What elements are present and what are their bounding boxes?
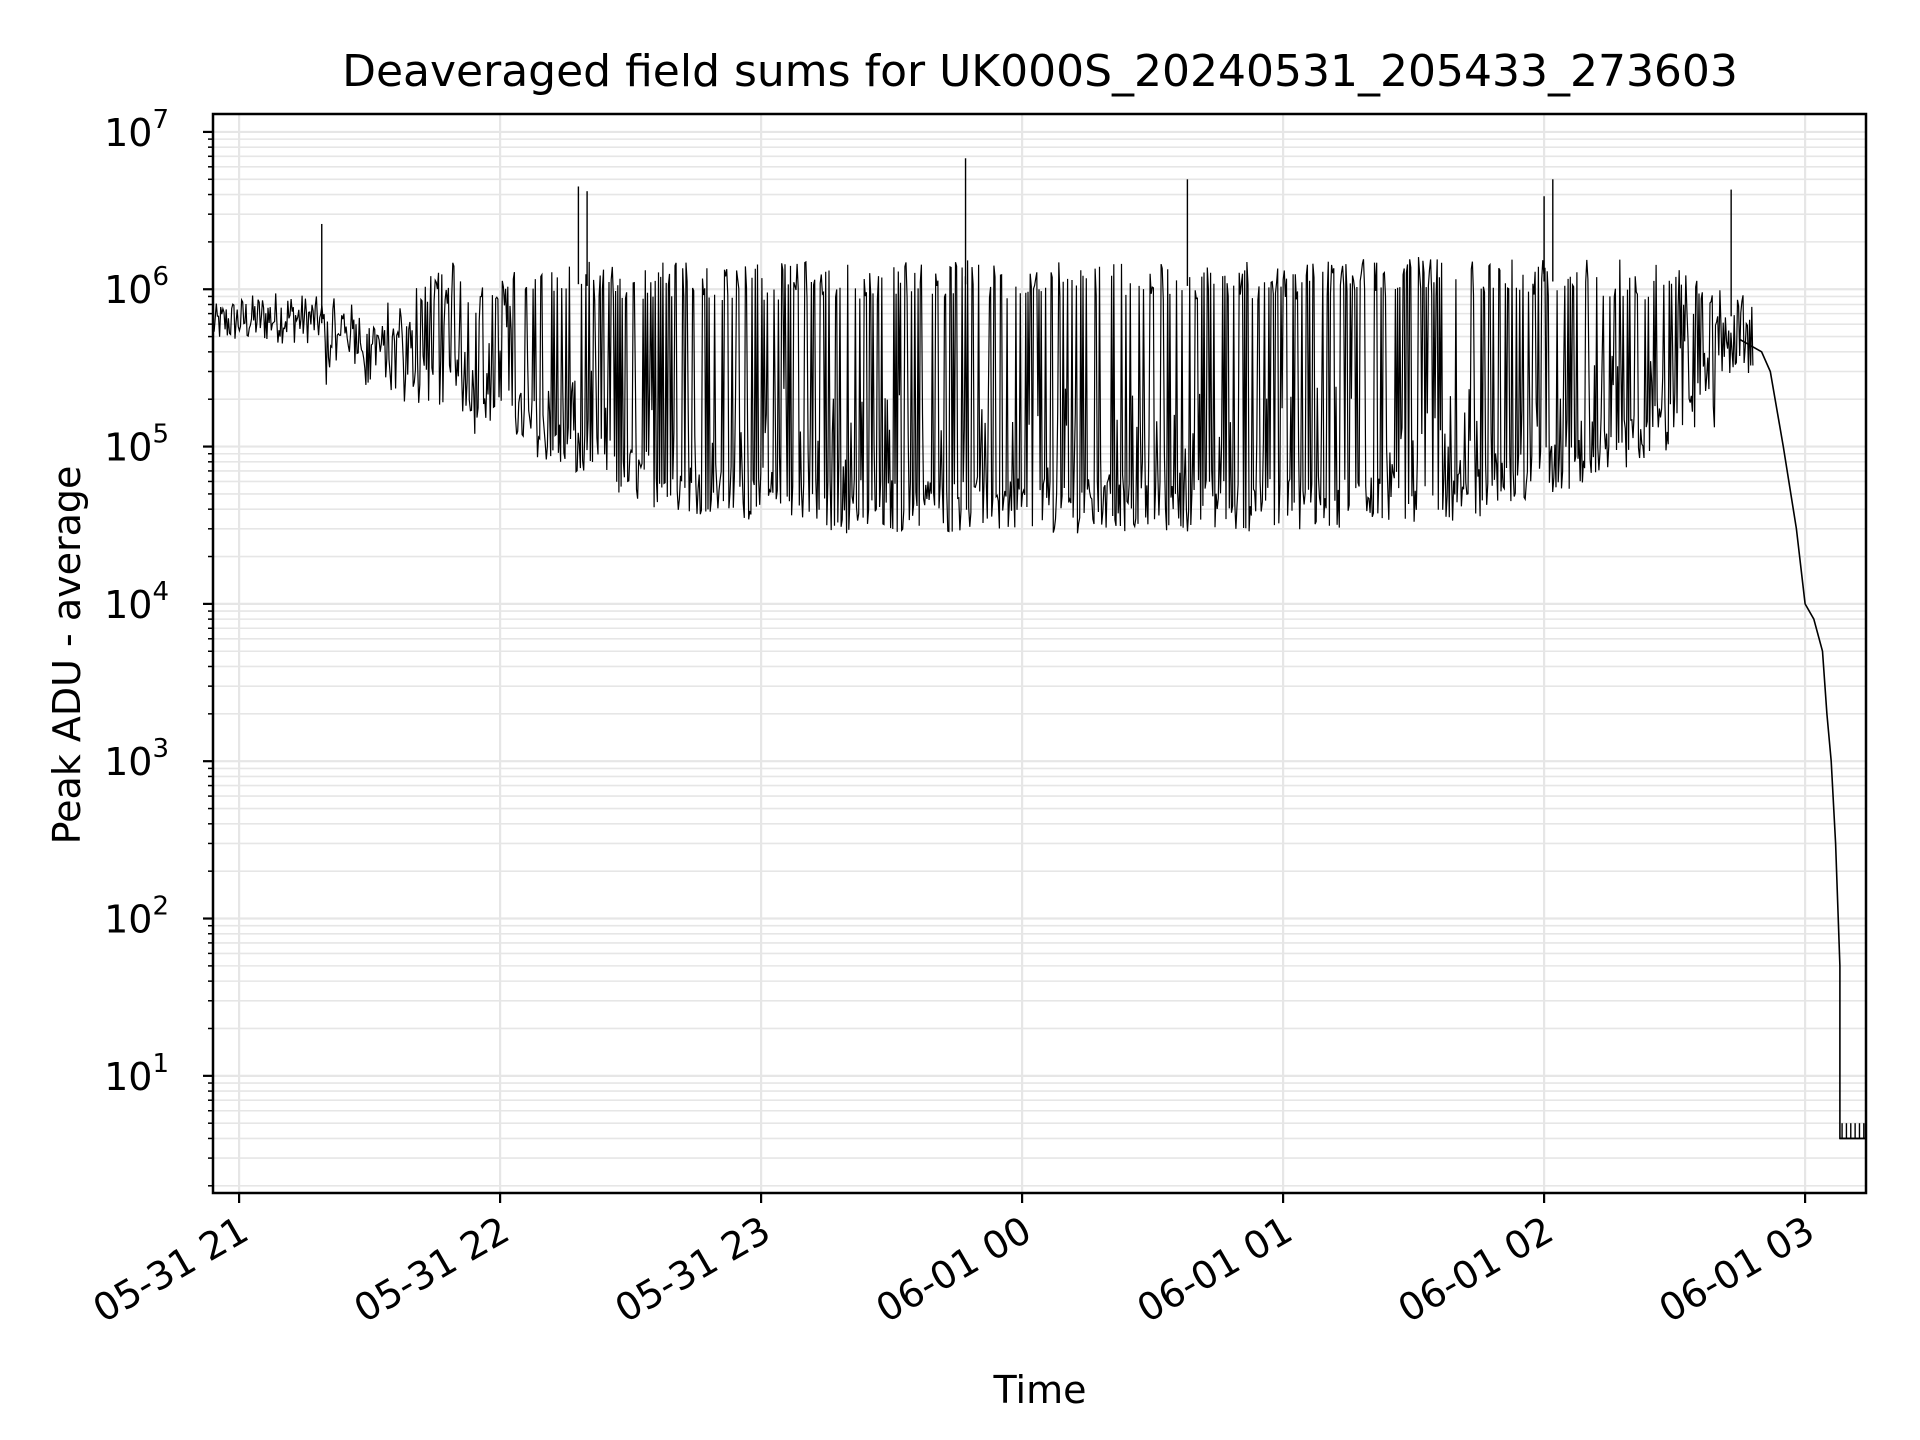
y-axis-label: Peak ADU - average <box>45 466 89 845</box>
plot-frame <box>211 112 1868 1195</box>
data-series <box>212 158 1866 1140</box>
y-tick-label: 102 <box>104 892 169 942</box>
y-tick-label: 101 <box>104 1049 169 1099</box>
y-tick-label: 104 <box>104 577 169 627</box>
series-line-tail <box>1739 338 1866 1140</box>
y-tick-label: 103 <box>104 734 169 784</box>
y-axis-ticks: 101 102 103 104 105 106 107 <box>104 105 213 1099</box>
y-tick-label: 107 <box>104 105 169 155</box>
y-tick-label: 106 <box>104 262 169 312</box>
y-tick-label: 105 <box>104 420 169 470</box>
series-line-noisy <box>212 257 1754 534</box>
chart-title: Deaveraged field sums for UK000S_2024053… <box>342 46 1738 97</box>
x-axis-label: Time <box>993 1368 1087 1412</box>
